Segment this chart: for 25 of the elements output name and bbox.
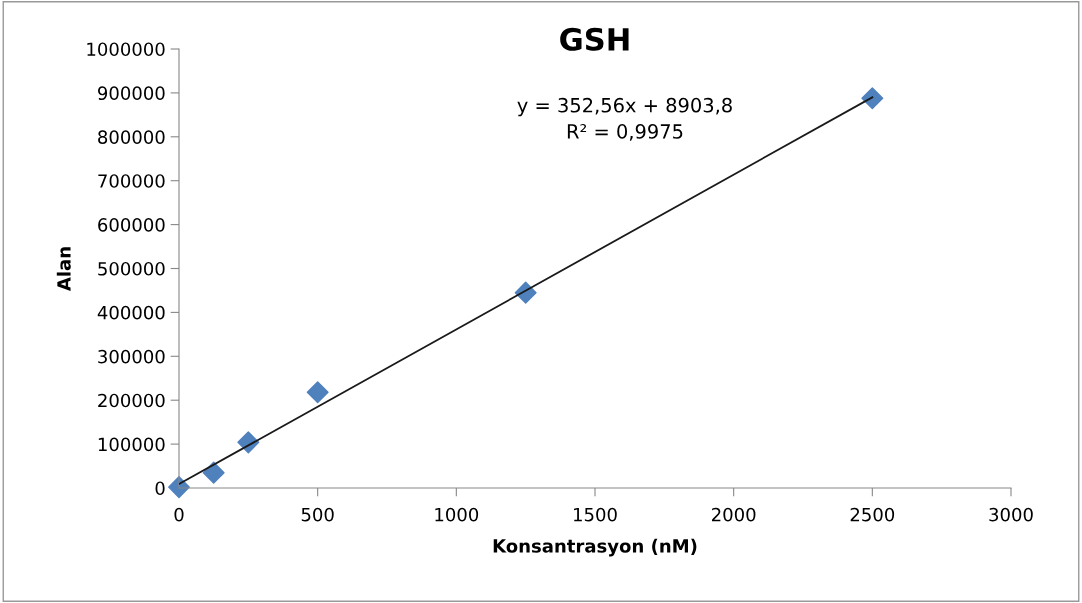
y-axis-title: Alan (56, 247, 71, 292)
x-tick-label: 2500 (850, 507, 895, 522)
y-tick-label: 0 (155, 481, 165, 496)
y-tick-label: 100000 (98, 437, 165, 452)
chart-title: GSH (560, 27, 629, 51)
y-tick-label: 200000 (98, 393, 165, 408)
x-axis-title: Konsantrasyon (nM) (493, 538, 697, 557)
x-tick-label: 500 (301, 507, 334, 522)
x-tick-label: 3000 (989, 507, 1033, 522)
y-tick-label: 600000 (98, 218, 165, 232)
y-tick-label: 500000 (98, 261, 165, 276)
x-tick-label: 0 (174, 507, 184, 522)
y-tick-label: 1000000 (87, 42, 165, 57)
y-tick-label: 300000 (98, 349, 165, 364)
y-tick-label: 400000 (97, 305, 165, 320)
y-tick-label: 900000 (98, 86, 165, 101)
annotation: y = 352,56x + 8903,8 R² = 0,9975 (517, 97, 732, 141)
point (202, 461, 225, 484)
point (861, 87, 884, 110)
point (306, 381, 329, 404)
y-tick-label: 700000 (98, 174, 165, 188)
x-tick-label: 1500 (574, 507, 617, 522)
y-tick-label: 800000 (98, 130, 165, 144)
x-tick-label: 2000 (712, 507, 756, 522)
x-tick-label: 1000 (435, 507, 479, 522)
